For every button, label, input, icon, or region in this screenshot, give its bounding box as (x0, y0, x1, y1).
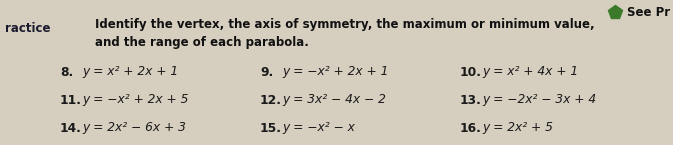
Text: 14.: 14. (60, 122, 82, 135)
Text: 15.: 15. (260, 122, 282, 135)
Text: y = −x² + 2x + 1: y = −x² + 2x + 1 (282, 66, 388, 78)
Text: and the range of each parabola.: and the range of each parabola. (95, 36, 309, 49)
Text: 12.: 12. (260, 94, 282, 106)
Text: See Pr: See Pr (627, 6, 670, 19)
Text: y = 2x² + 5: y = 2x² + 5 (482, 122, 553, 135)
Text: 13.: 13. (460, 94, 482, 106)
Text: Identify the vertex, the axis of symmetry, the maximum or minimum value,: Identify the vertex, the axis of symmetr… (95, 18, 595, 31)
Text: y = 2x² − 6x + 3: y = 2x² − 6x + 3 (82, 122, 186, 135)
Text: y = x² + 4x + 1: y = x² + 4x + 1 (482, 66, 578, 78)
Text: 11.: 11. (60, 94, 82, 106)
Text: y = −x² + 2x + 5: y = −x² + 2x + 5 (82, 94, 188, 106)
Text: y = −2x² − 3x + 4: y = −2x² − 3x + 4 (482, 94, 596, 106)
Text: 8.: 8. (60, 66, 73, 78)
Text: y = 3x² − 4x − 2: y = 3x² − 4x − 2 (282, 94, 386, 106)
Text: 9.: 9. (260, 66, 273, 78)
Text: 10.: 10. (460, 66, 482, 78)
Text: ractice: ractice (5, 22, 50, 35)
Text: 16.: 16. (460, 122, 482, 135)
Text: y = x² + 2x + 1: y = x² + 2x + 1 (82, 66, 178, 78)
Text: y = −x² − x: y = −x² − x (282, 122, 355, 135)
